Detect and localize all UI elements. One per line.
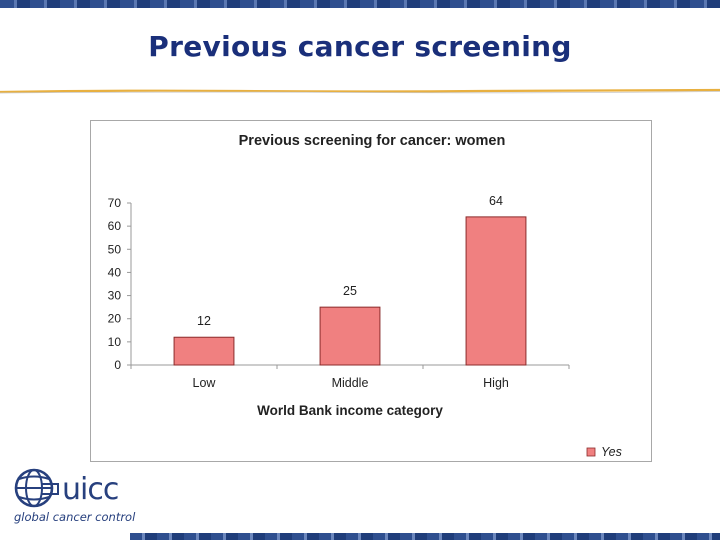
chart-title: Previous screening for cancer: women <box>239 133 506 149</box>
y-tick-label: 60 <box>108 219 122 233</box>
top-decorative-band <box>0 0 720 8</box>
y-tick-label: 50 <box>108 242 122 256</box>
legend-label-yes: Yes <box>601 445 622 459</box>
globe-icon <box>14 468 59 508</box>
x-axis: Low Middle High <box>130 364 570 390</box>
bar-chart: Previous screening for cancer: women 0 10… <box>108 133 622 459</box>
logo-tagline: global cancer control <box>14 510 136 524</box>
y-tick-label: 20 <box>108 312 122 326</box>
logo-wordmark: uicc <box>62 472 119 507</box>
legend: Yes <box>586 445 622 459</box>
bar <box>173 336 235 366</box>
bar <box>465 216 527 366</box>
y-tick-label: 30 <box>108 289 122 303</box>
y-tick-label: 0 <box>114 358 121 372</box>
data-label: 25 <box>343 284 357 298</box>
bottom-decorative-band <box>130 533 720 540</box>
legend-swatch <box>586 447 596 457</box>
x-tick-label: Middle <box>332 376 369 390</box>
y-tick-label: 40 <box>108 265 122 279</box>
y-axis: 0 10 20 30 40 50 60 70 <box>108 196 132 372</box>
title-underline <box>0 88 720 94</box>
x-tick-label: Low <box>193 376 217 390</box>
bar <box>319 306 381 366</box>
slide-title: Previous cancer screening <box>148 30 572 63</box>
x-tick-label: High <box>483 376 509 390</box>
x-axis-label: World Bank income category <box>257 403 443 418</box>
y-tick-label: 10 <box>108 335 122 349</box>
data-label: 12 <box>197 314 211 328</box>
chart-frame: Previous screening for cancer: women 0 10… <box>90 120 652 462</box>
data-label: 64 <box>489 194 503 208</box>
uicc-logo: uicc global cancer control <box>12 466 136 530</box>
bars-group: 12 25 64 <box>173 194 527 366</box>
y-tick-label: 70 <box>108 196 122 210</box>
